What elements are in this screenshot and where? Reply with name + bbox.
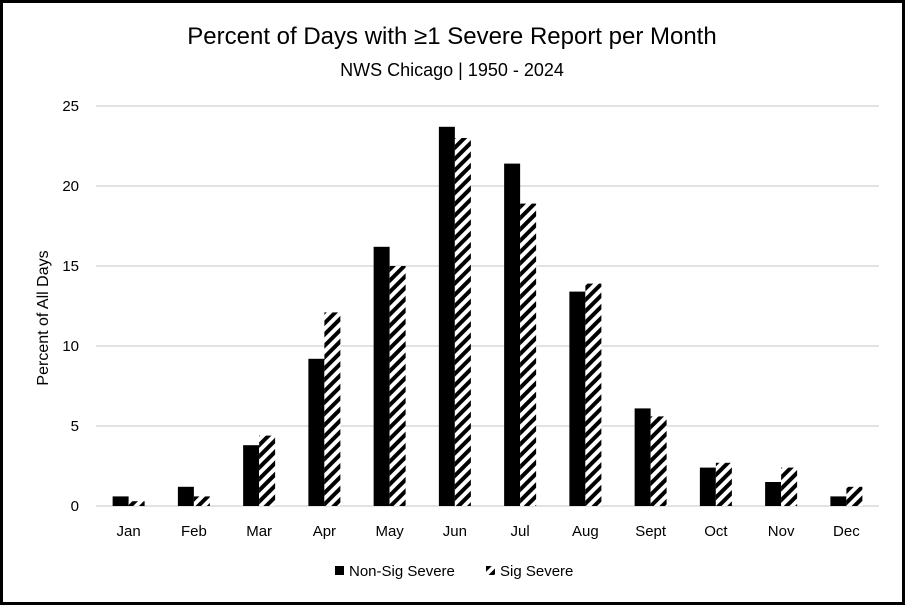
x-tick-label: Jan: [117, 523, 141, 540]
y-tick-label: 15: [62, 258, 79, 275]
x-tick-label: Aug: [572, 523, 599, 540]
bar-sig-mar: [259, 435, 276, 506]
bar-sig-jul: [520, 203, 537, 506]
bar-non-sig-dec: [830, 496, 847, 506]
bar-non-sig-aug: [569, 291, 586, 506]
bar-sig-feb: [193, 496, 210, 506]
bar-sig-apr: [324, 312, 341, 506]
bar-non-sig-feb: [177, 486, 194, 506]
bar-sig-sept: [650, 416, 667, 506]
bar-non-sig-apr: [308, 358, 325, 506]
chart-title: Percent of Days with ≥1 Severe Report pe…: [187, 23, 716, 50]
bar-non-sig-nov: [765, 482, 782, 506]
x-tick-labels: Jan Feb Mar Apr May Jun Jul Aug Sept Oct Nov Dec: [117, 523, 861, 540]
y-axis-label: Percent of All Days: [35, 250, 52, 385]
x-tick-label: Oct: [704, 523, 728, 540]
x-tick-label: May: [375, 523, 404, 540]
legend: Non-Sig Severe Sig Severe: [335, 563, 573, 580]
y-tick-label: 25: [62, 98, 79, 115]
x-tick-label: Dec: [833, 523, 860, 540]
bar-sig-oct: [715, 462, 732, 506]
x-tick-label: Nov: [768, 523, 795, 540]
bar-sig-may: [389, 266, 406, 506]
legend-swatch: [335, 566, 344, 575]
y-tick-label: 10: [62, 338, 79, 355]
x-tick-label: Feb: [181, 523, 207, 540]
legend-label: Non-Sig Severe: [349, 563, 455, 580]
bar-sig-jan: [128, 501, 145, 506]
bar-sig-aug: [585, 283, 602, 506]
bar-non-sig-jun: [438, 126, 455, 507]
bars: [112, 126, 863, 507]
x-tick-label: Mar: [246, 523, 272, 540]
bar-non-sig-sept: [634, 408, 651, 506]
gridlines: [96, 105, 879, 507]
bar-sig-jun: [454, 138, 471, 506]
y-tick-labels: 0 5 10 15 20 25: [62, 98, 79, 515]
x-tick-label: Jul: [511, 523, 530, 540]
bar-non-sig-oct: [699, 467, 716, 506]
bar-non-sig-jul: [504, 163, 521, 506]
bar-non-sig-may: [373, 246, 390, 507]
bar-sig-nov: [781, 467, 798, 506]
y-tick-label: 5: [71, 418, 79, 435]
bar-non-sig-mar: [243, 445, 260, 506]
y-tick-label: 0: [71, 498, 79, 515]
legend-label: Sig Severe: [500, 563, 573, 580]
bar-sig-dec: [846, 486, 863, 506]
bar-non-sig-jan: [112, 496, 129, 506]
x-tick-label: Apr: [313, 523, 336, 540]
x-tick-label: Jun: [443, 523, 467, 540]
x-tick-label: Sept: [635, 523, 667, 540]
chart-subtitle: NWS Chicago | 1950 - 2024: [340, 60, 564, 80]
y-tick-label: 20: [62, 178, 79, 195]
legend-swatch: [486, 566, 495, 575]
